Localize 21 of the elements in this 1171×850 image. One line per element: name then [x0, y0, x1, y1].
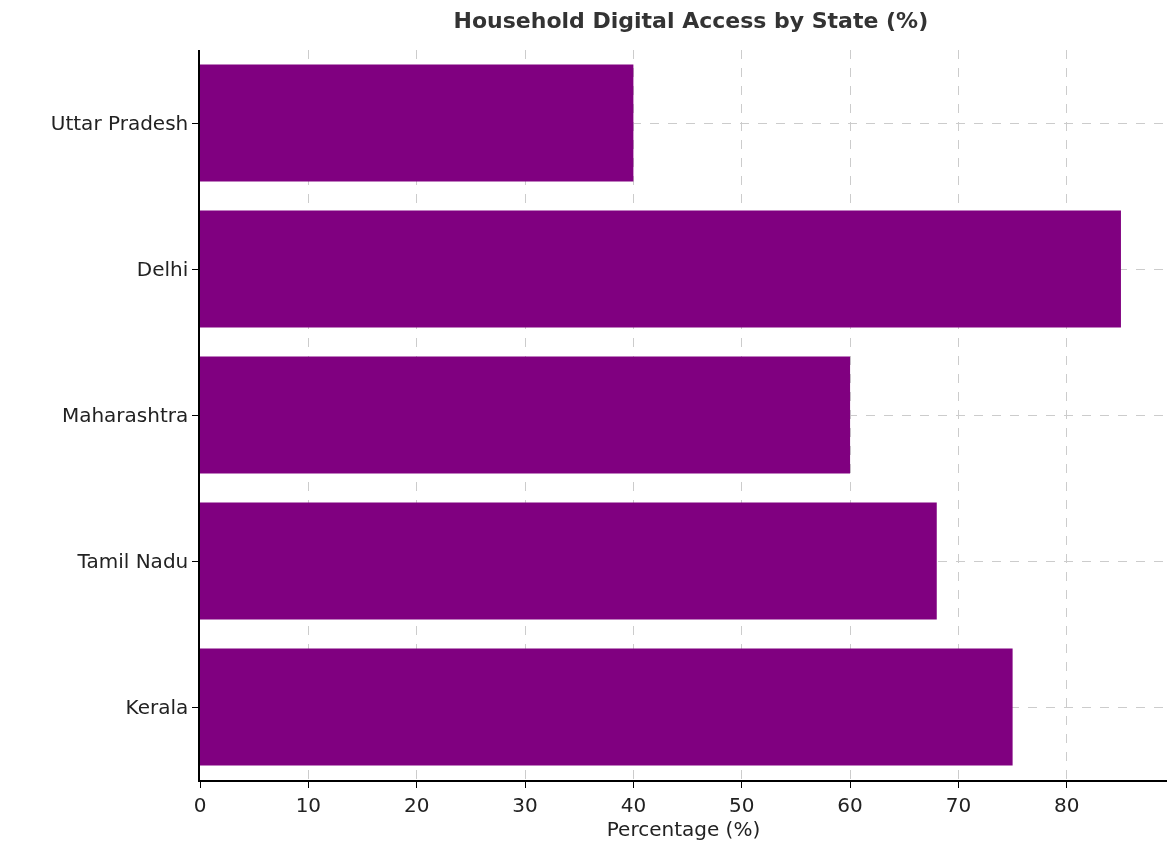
y-tick-label: Uttar Pradesh [50, 111, 189, 135]
x-tick-label: 40 [620, 792, 647, 817]
x-tick-label: 30 [512, 792, 538, 817]
y-tick-label: Kerala [125, 695, 189, 719]
y-tick-label: Maharashtra [61, 403, 189, 427]
x-tick-label: 50 [729, 792, 755, 817]
x-tick-label: 20 [403, 792, 430, 817]
y-tick-label: Tamil Nadu [76, 549, 189, 573]
x-tick-label: 0 [193, 792, 207, 817]
bar [200, 210, 1121, 328]
bar [200, 502, 937, 620]
bar [200, 64, 634, 182]
chart-title: Household Digital Access by State (%) [453, 8, 929, 34]
x-axis-title: Percentage (%) [606, 816, 761, 841]
y-tick-label: Delhi [136, 257, 189, 281]
bar [200, 356, 851, 474]
x-tick-label: 80 [1054, 792, 1080, 817]
x-tick-label: 70 [945, 792, 972, 817]
x-tick-label: 10 [295, 792, 322, 817]
x-tick-label: 60 [837, 792, 863, 817]
bar [200, 648, 1013, 766]
